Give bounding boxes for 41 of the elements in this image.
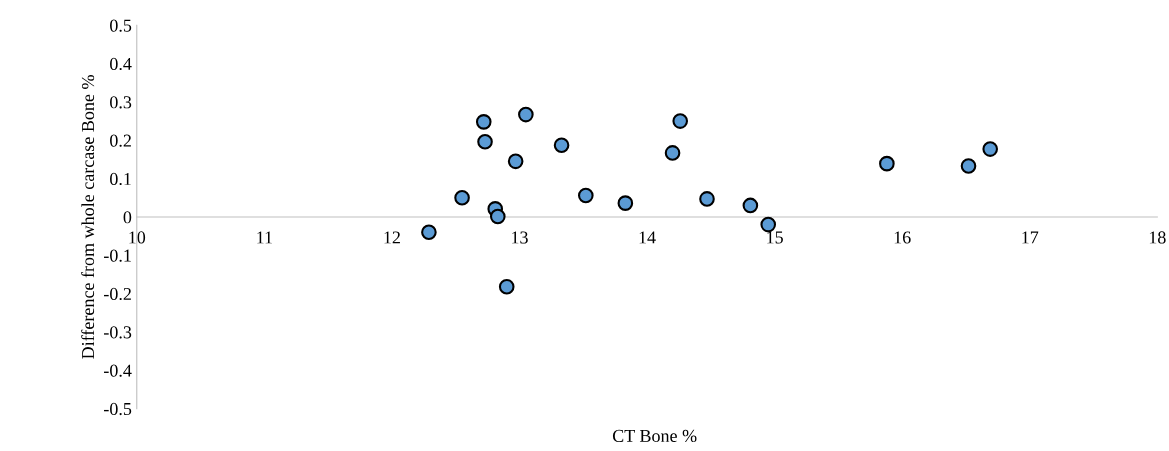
x-tick-label: 10 xyxy=(129,231,146,244)
point xyxy=(760,216,777,233)
y-tick-label: -0.5 xyxy=(104,402,132,416)
y-tick-label: 0.1 xyxy=(110,172,131,186)
point xyxy=(879,155,895,172)
point xyxy=(982,141,999,157)
y-tick-label: 0.4 xyxy=(110,57,132,71)
y-tick-label: 0.2 xyxy=(110,134,131,147)
point xyxy=(664,145,681,161)
x-tick-label: 14 xyxy=(639,231,656,244)
point xyxy=(507,153,524,170)
point xyxy=(578,187,594,204)
x-tick-label: 16 xyxy=(894,231,911,244)
x-axis-title: CT Bone % xyxy=(612,429,697,443)
x-tick-label: 18 xyxy=(1149,231,1166,244)
point xyxy=(518,106,534,123)
y-axis-title: Difference from whole carcase Bone % xyxy=(81,75,95,359)
point xyxy=(489,208,506,225)
point xyxy=(421,224,437,241)
x-tick-label: 17 xyxy=(1022,231,1039,244)
point xyxy=(553,137,570,154)
point xyxy=(960,158,977,174)
point xyxy=(475,114,492,130)
y-tick-label: -0.2 xyxy=(104,287,131,301)
point xyxy=(617,195,634,211)
point xyxy=(742,197,759,214)
y-tick-label: 0 xyxy=(123,211,132,224)
point xyxy=(477,133,493,150)
y-tick-label: -0.3 xyxy=(104,326,132,339)
point xyxy=(454,189,470,206)
x-tick-label: 12 xyxy=(384,231,400,244)
x-tick-label: 13 xyxy=(512,231,528,244)
x-tick-label: 15 xyxy=(767,231,783,244)
y-tick-label: -0.4 xyxy=(104,364,132,377)
y-tick-label: -0.1 xyxy=(104,249,131,262)
point xyxy=(498,278,515,295)
y-tick-label: 0.3 xyxy=(110,96,132,109)
x-tick-label: 11 xyxy=(257,231,272,244)
y-tick-label: 0.5 xyxy=(110,19,132,32)
point xyxy=(672,113,689,129)
point xyxy=(699,191,715,207)
